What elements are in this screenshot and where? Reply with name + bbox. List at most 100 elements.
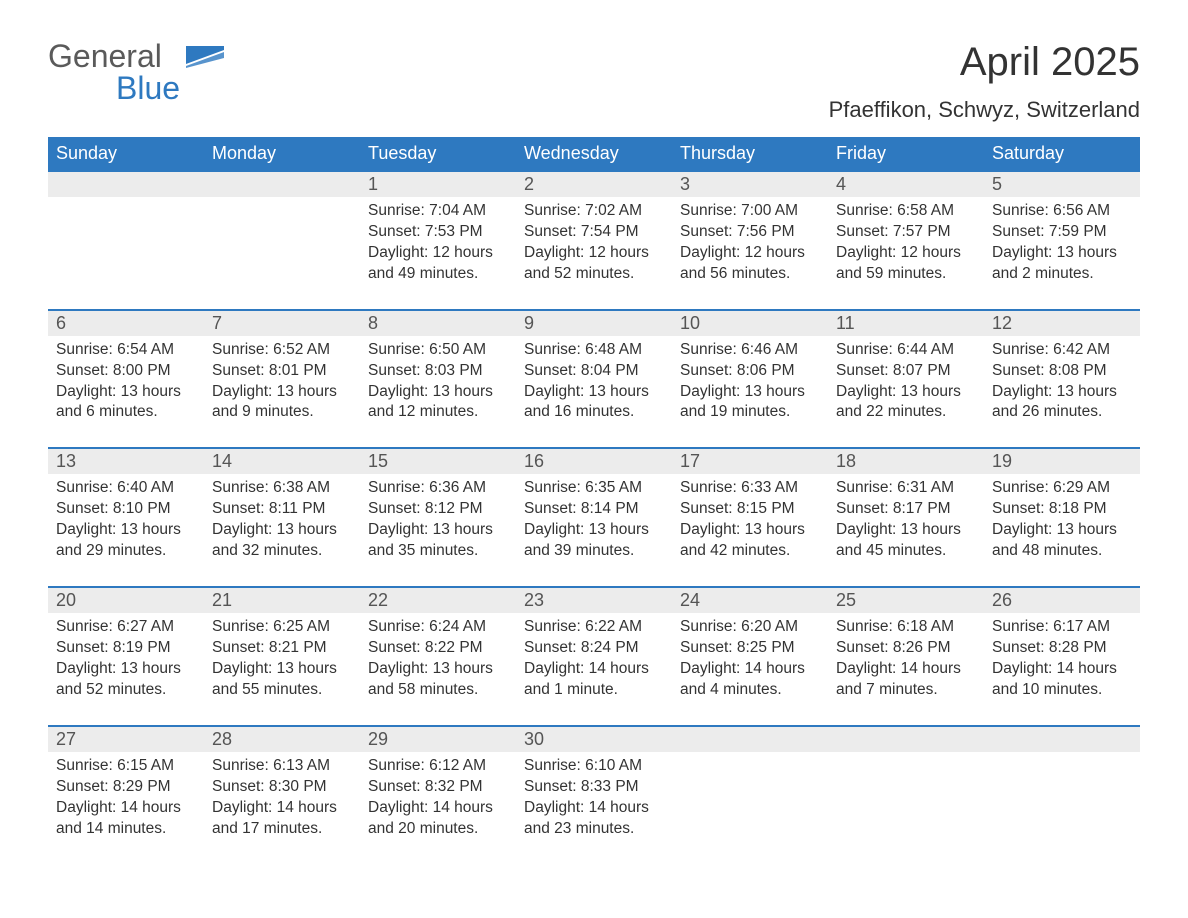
- day-cell: Sunrise: 7:02 AMSunset: 7:54 PMDaylight:…: [516, 197, 672, 291]
- day-sunset: Sunset: 8:10 PM: [56, 499, 196, 520]
- day-sunrise: Sunrise: 6:10 AM: [524, 756, 664, 777]
- day-sunrise: Sunrise: 6:42 AM: [992, 340, 1132, 361]
- day-sunset: Sunset: 7:56 PM: [680, 222, 820, 243]
- weekday-wed: Wednesday: [516, 137, 672, 172]
- day-number: 7: [204, 311, 360, 336]
- weekday-mon: Monday: [204, 137, 360, 172]
- day-number: 17: [672, 449, 828, 474]
- day-number: [204, 172, 360, 197]
- day-daylight1: Daylight: 13 hours: [524, 520, 664, 541]
- day-daylight2: and 14 minutes.: [56, 819, 196, 840]
- day-sunrise: Sunrise: 6:52 AM: [212, 340, 352, 361]
- day-daylight1: Daylight: 13 hours: [56, 382, 196, 403]
- calendar: Sunday Monday Tuesday Wednesday Thursday…: [48, 137, 1140, 845]
- week-row: 6789101112Sunrise: 6:54 AMSunset: 8:00 P…: [48, 309, 1140, 430]
- day-sunrise: Sunrise: 6:38 AM: [212, 478, 352, 499]
- day-number: [48, 172, 204, 197]
- day-sunset: Sunset: 8:06 PM: [680, 361, 820, 382]
- day-cell: Sunrise: 6:31 AMSunset: 8:17 PMDaylight:…: [828, 474, 984, 568]
- day-sunrise: Sunrise: 6:36 AM: [368, 478, 508, 499]
- day-daylight2: and 32 minutes.: [212, 541, 352, 562]
- day-number: 4: [828, 172, 984, 197]
- day-cell: Sunrise: 6:35 AMSunset: 8:14 PMDaylight:…: [516, 474, 672, 568]
- day-daylight2: and 9 minutes.: [212, 402, 352, 423]
- day-cell: Sunrise: 6:15 AMSunset: 8:29 PMDaylight:…: [48, 752, 204, 846]
- day-cell: Sunrise: 6:33 AMSunset: 8:15 PMDaylight:…: [672, 474, 828, 568]
- day-sunset: Sunset: 7:54 PM: [524, 222, 664, 243]
- day-daylight2: and 59 minutes.: [836, 264, 976, 285]
- day-sunset: Sunset: 8:21 PM: [212, 638, 352, 659]
- day-daylight2: and 29 minutes.: [56, 541, 196, 562]
- day-sunrise: Sunrise: 6:54 AM: [56, 340, 196, 361]
- day-cell: Sunrise: 6:27 AMSunset: 8:19 PMDaylight:…: [48, 613, 204, 707]
- day-number: 14: [204, 449, 360, 474]
- day-sunset: Sunset: 8:29 PM: [56, 777, 196, 798]
- day-daylight1: Daylight: 13 hours: [836, 520, 976, 541]
- day-number: 18: [828, 449, 984, 474]
- day-daylight1: Daylight: 13 hours: [212, 659, 352, 680]
- day-daylight2: and 10 minutes.: [992, 680, 1132, 701]
- day-number: 22: [360, 588, 516, 613]
- day-daylight2: and 45 minutes.: [836, 541, 976, 562]
- week-row: 13141516171819Sunrise: 6:40 AMSunset: 8:…: [48, 447, 1140, 568]
- day-sunset: Sunset: 8:08 PM: [992, 361, 1132, 382]
- day-daylight2: and 52 minutes.: [524, 264, 664, 285]
- header: General Blue April 2025 Pfaeffikon, Schw…: [48, 40, 1140, 123]
- day-daylight2: and 58 minutes.: [368, 680, 508, 701]
- day-sunrise: Sunrise: 6:31 AM: [836, 478, 976, 499]
- day-daylight2: and 23 minutes.: [524, 819, 664, 840]
- day-number: 9: [516, 311, 672, 336]
- logo-part1: General: [48, 40, 180, 72]
- day-number: 10: [672, 311, 828, 336]
- day-daylight2: and 4 minutes.: [680, 680, 820, 701]
- day-cell: Sunrise: 7:04 AMSunset: 7:53 PMDaylight:…: [360, 197, 516, 291]
- location: Pfaeffikon, Schwyz, Switzerland: [829, 97, 1140, 123]
- day-cell: Sunrise: 6:54 AMSunset: 8:00 PMDaylight:…: [48, 336, 204, 430]
- day-daylight2: and 6 minutes.: [56, 402, 196, 423]
- day-body-row: Sunrise: 6:27 AMSunset: 8:19 PMDaylight:…: [48, 613, 1140, 707]
- day-cell: Sunrise: 6:25 AMSunset: 8:21 PMDaylight:…: [204, 613, 360, 707]
- day-sunrise: Sunrise: 6:35 AM: [524, 478, 664, 499]
- day-sunrise: Sunrise: 6:18 AM: [836, 617, 976, 638]
- day-sunrise: Sunrise: 7:00 AM: [680, 201, 820, 222]
- logo-part2: Blue: [116, 70, 180, 107]
- day-daylight1: Daylight: 12 hours: [524, 243, 664, 264]
- day-cell: Sunrise: 6:56 AMSunset: 7:59 PMDaylight:…: [984, 197, 1140, 291]
- day-daylight1: Daylight: 13 hours: [836, 382, 976, 403]
- day-daylight2: and 16 minutes.: [524, 402, 664, 423]
- day-daylight1: Daylight: 13 hours: [56, 520, 196, 541]
- weekday-header: Sunday Monday Tuesday Wednesday Thursday…: [48, 137, 1140, 172]
- day-sunset: Sunset: 8:14 PM: [524, 499, 664, 520]
- day-cell: Sunrise: 6:10 AMSunset: 8:33 PMDaylight:…: [516, 752, 672, 846]
- day-number: 8: [360, 311, 516, 336]
- day-number: 1: [360, 172, 516, 197]
- day-number: 30: [516, 727, 672, 752]
- day-daylight1: Daylight: 14 hours: [524, 798, 664, 819]
- day-sunrise: Sunrise: 6:50 AM: [368, 340, 508, 361]
- logo: General Blue: [48, 40, 224, 107]
- day-sunrise: Sunrise: 6:48 AM: [524, 340, 664, 361]
- day-daylight2: and 19 minutes.: [680, 402, 820, 423]
- day-number: 27: [48, 727, 204, 752]
- day-cell: Sunrise: 6:46 AMSunset: 8:06 PMDaylight:…: [672, 336, 828, 430]
- weeks-container: 12345Sunrise: 7:04 AMSunset: 7:53 PMDayl…: [48, 172, 1140, 845]
- day-daylight1: Daylight: 12 hours: [836, 243, 976, 264]
- weekday-thu: Thursday: [672, 137, 828, 172]
- day-cell: [204, 197, 360, 291]
- day-body-row: Sunrise: 6:15 AMSunset: 8:29 PMDaylight:…: [48, 752, 1140, 846]
- day-sunrise: Sunrise: 6:33 AM: [680, 478, 820, 499]
- day-sunset: Sunset: 7:57 PM: [836, 222, 976, 243]
- month-title: April 2025: [829, 40, 1140, 85]
- day-sunset: Sunset: 8:30 PM: [212, 777, 352, 798]
- day-sunset: Sunset: 8:01 PM: [212, 361, 352, 382]
- day-daylight1: Daylight: 13 hours: [368, 659, 508, 680]
- day-body-row: Sunrise: 7:04 AMSunset: 7:53 PMDaylight:…: [48, 197, 1140, 291]
- logo-text-block: General Blue: [48, 40, 180, 107]
- day-sunrise: Sunrise: 6:22 AM: [524, 617, 664, 638]
- day-cell: Sunrise: 6:29 AMSunset: 8:18 PMDaylight:…: [984, 474, 1140, 568]
- day-daylight2: and 35 minutes.: [368, 541, 508, 562]
- day-cell: Sunrise: 7:00 AMSunset: 7:56 PMDaylight:…: [672, 197, 828, 291]
- day-sunset: Sunset: 8:33 PM: [524, 777, 664, 798]
- day-number: 3: [672, 172, 828, 197]
- day-number: 13: [48, 449, 204, 474]
